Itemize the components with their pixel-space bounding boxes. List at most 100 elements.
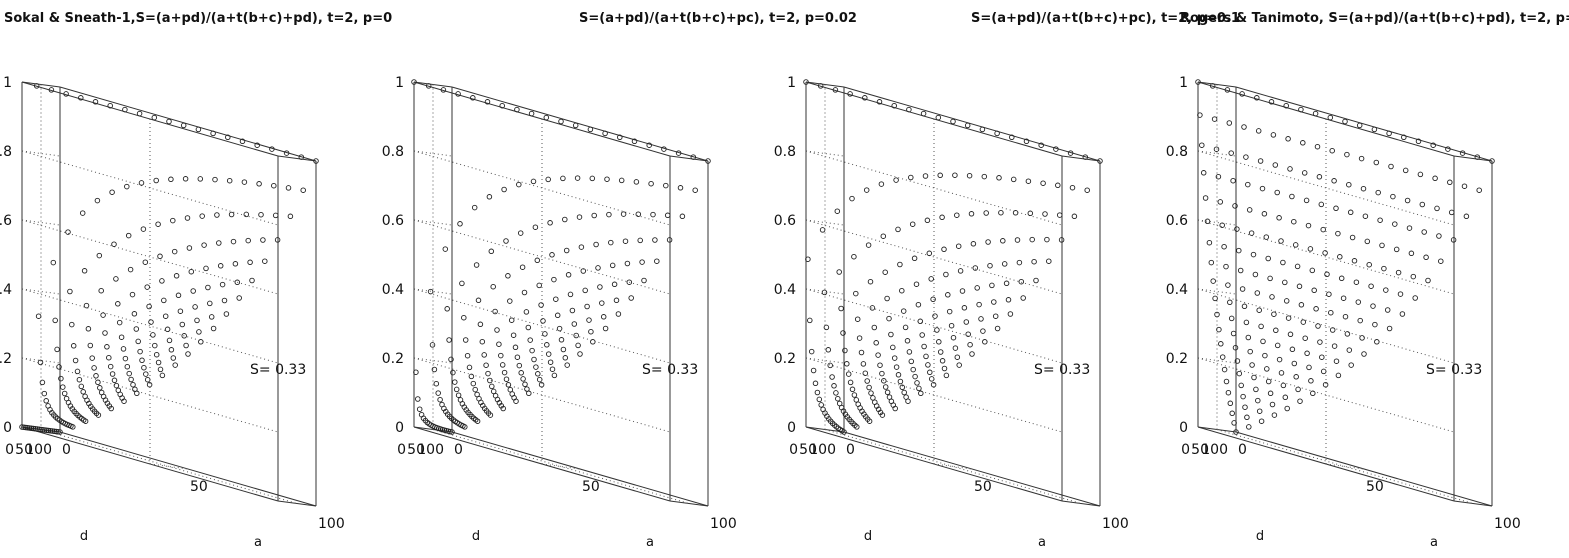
data-point: [516, 362, 523, 369]
data-point: [40, 427, 46, 433]
data-point: [457, 221, 463, 227]
data-point: [1261, 211, 1268, 217]
data-point: [129, 291, 136, 298]
data-point: [492, 392, 499, 399]
data-point: [226, 177, 233, 184]
data-point: [939, 214, 945, 221]
data-point: [573, 332, 579, 339]
grid-line: [805, 150, 1063, 226]
d-axis-label: d: [80, 529, 88, 544]
data-point: [893, 364, 900, 370]
data-point: [1287, 331, 1294, 338]
data-point: [679, 213, 686, 220]
data-point: [1362, 213, 1369, 219]
data-point: [917, 318, 924, 325]
data-point: [978, 316, 984, 322]
data-point: [863, 187, 870, 193]
z-tick-label: 1: [395, 75, 404, 91]
chart-title: Rogers & Tanimoto, S=(a+pd)/(a+t(b+c)+pd…: [1180, 11, 1569, 26]
data-point: [1328, 309, 1334, 316]
annotation-s: S= 0.33: [1034, 362, 1090, 378]
data-point: [148, 319, 154, 325]
data-point: [1018, 278, 1025, 285]
data-point: [1359, 335, 1365, 341]
data-point: [190, 288, 196, 294]
d-axis-label: d: [864, 529, 872, 544]
data-point: [1304, 350, 1310, 357]
data-point: [928, 376, 935, 382]
data-point: [138, 180, 145, 186]
data-point: [168, 176, 174, 183]
data-point: [871, 324, 878, 331]
data-point: [490, 388, 497, 395]
data-point: [1223, 378, 1230, 385]
data-point: [243, 211, 250, 218]
data-point: [1236, 370, 1243, 377]
data-point: [1384, 307, 1391, 313]
data-point: [946, 308, 953, 315]
data-point: [219, 281, 226, 288]
data-point: [914, 380, 920, 386]
a-axis-label: a: [254, 535, 262, 550]
data-point: [1344, 331, 1351, 337]
data-point: [116, 319, 123, 326]
data-point: [503, 376, 510, 382]
data-point: [1269, 401, 1276, 408]
data-point: [1016, 259, 1023, 266]
data-point: [1258, 418, 1265, 424]
data-point: [622, 238, 629, 244]
data-point: [131, 311, 138, 317]
data-point: [300, 187, 306, 193]
data-point: [523, 309, 530, 315]
data-point: [895, 226, 901, 233]
data-point: [1434, 205, 1440, 212]
data-point: [49, 428, 56, 434]
panel-1: Sokal & Sneath-1,S=(a+pd)/(a+t(b+c)+pd),…: [0, 11, 392, 550]
data-point: [142, 259, 149, 265]
data-point: [979, 126, 986, 133]
data-point: [589, 175, 596, 182]
data-point: [1007, 311, 1014, 317]
data-point: [1256, 408, 1263, 414]
data-point: [641, 277, 647, 284]
data-point: [862, 370, 869, 376]
z-tick-label: 0.2: [382, 351, 404, 367]
data-point: [126, 370, 132, 377]
z-tick-label: 0.6: [0, 213, 12, 229]
data-point: [1204, 218, 1211, 225]
data-point: [932, 313, 938, 319]
data-point: [922, 173, 929, 179]
data-point: [964, 122, 971, 129]
data-point: [661, 146, 667, 152]
data-point: [186, 245, 193, 251]
data-point: [1058, 237, 1065, 243]
data-point: [808, 348, 815, 355]
data-point: [1353, 279, 1360, 285]
data-point: [487, 377, 493, 384]
data-point: [199, 213, 205, 219]
data-point: [617, 134, 623, 141]
data-point: [1329, 147, 1335, 154]
data-point: [952, 345, 959, 351]
data-point: [646, 142, 652, 148]
data-point: [1257, 158, 1264, 164]
data-point: [819, 227, 826, 233]
z-tick-label: 0: [3, 420, 12, 436]
data-point: [486, 194, 493, 200]
axis-box-edge: [277, 155, 317, 162]
axis-box-edge: [59, 86, 317, 162]
data-point: [76, 376, 83, 383]
data-point: [1231, 420, 1237, 426]
data-point: [1340, 295, 1347, 301]
data-point: [876, 99, 883, 105]
data-point: [554, 312, 561, 319]
data-point: [104, 344, 110, 350]
data-point: [1197, 112, 1203, 118]
data-point: [48, 87, 55, 93]
d-tick-label: 0: [1181, 442, 1190, 458]
data-point: [1232, 344, 1239, 351]
data-point: [166, 118, 172, 125]
data-point: [183, 342, 189, 349]
data-point: [530, 178, 537, 185]
data-point: [1212, 295, 1218, 302]
